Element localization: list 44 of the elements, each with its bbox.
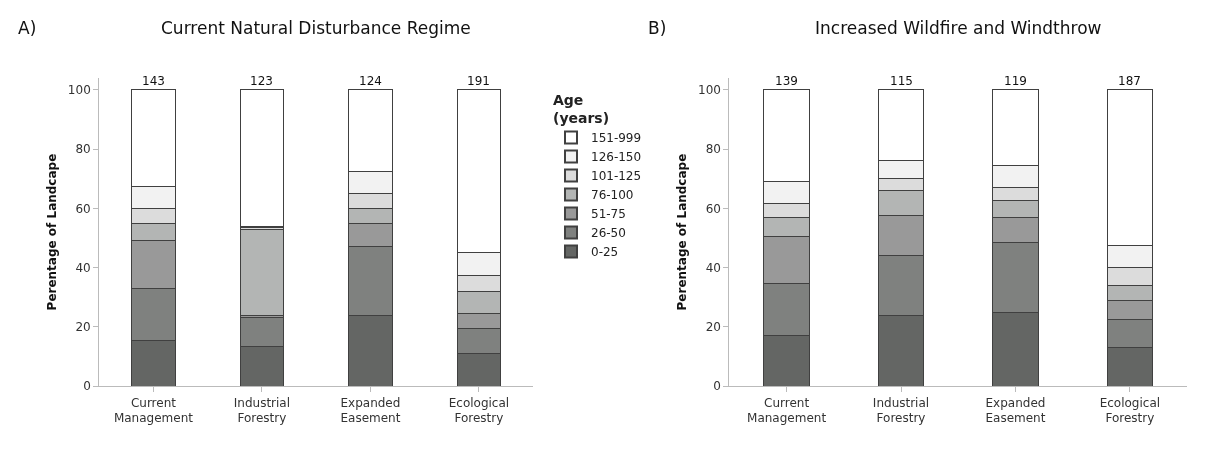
y-tick-label: 40 bbox=[75, 260, 91, 275]
x-tick-label: Ecological Forestry bbox=[1099, 395, 1161, 426]
annotation: 115 bbox=[890, 74, 913, 88]
bar bbox=[239, 89, 285, 227]
annotation: 187 bbox=[1118, 74, 1141, 88]
x-tick-label: Expanded Easement bbox=[340, 395, 401, 426]
y-tick-label: 100 bbox=[67, 83, 91, 98]
legend-label: 76-100 bbox=[590, 188, 634, 203]
legend-label: 126-150 bbox=[590, 150, 642, 165]
y-tick-label: 0 bbox=[713, 379, 721, 394]
legend-title: Age (years) bbox=[552, 91, 610, 126]
y-tick-label: 80 bbox=[705, 142, 721, 157]
y-axis-title: Perentage of Landcape bbox=[45, 153, 60, 311]
y-tick-label: 80 bbox=[75, 142, 91, 157]
y-tick-label: 0 bbox=[83, 379, 91, 394]
x-tick-label: Industrial Forestry bbox=[233, 395, 291, 426]
legend-label: 26-50 bbox=[590, 226, 626, 241]
chart-title: Increased Wildfire and Windthrow bbox=[815, 18, 1102, 38]
annotation: 123 bbox=[250, 74, 273, 88]
annotation: 143 bbox=[142, 74, 165, 88]
annotation: 119 bbox=[1004, 74, 1027, 88]
text: B) bbox=[648, 18, 667, 38]
y-tick-label: 40 bbox=[705, 260, 721, 275]
text: A) bbox=[18, 18, 37, 38]
legend-label: 0-25 bbox=[590, 245, 619, 260]
y-tick-label: 60 bbox=[75, 201, 91, 216]
legend-label: 151-999 bbox=[590, 131, 642, 146]
legend-label: 101-125 bbox=[590, 169, 642, 184]
x-tick-label: Expanded Easement bbox=[985, 395, 1046, 426]
chart-title: Current Natural Disturbance Regime bbox=[161, 18, 471, 38]
x-tick-label: Current Management bbox=[747, 395, 827, 426]
y-tick-label: 20 bbox=[705, 320, 721, 335]
annotation: 124 bbox=[359, 74, 382, 88]
y-tick-label: 60 bbox=[705, 201, 721, 216]
y-tick-label: 100 bbox=[698, 83, 721, 98]
y-tick-label: 20 bbox=[75, 320, 91, 335]
x-tick-label: Industrial Forestry bbox=[872, 395, 930, 426]
x-tick-label: Current Management bbox=[113, 395, 194, 426]
y-axis-title: Perentage of Landcape bbox=[675, 153, 690, 311]
bar bbox=[239, 228, 285, 316]
annotation: 191 bbox=[467, 74, 490, 88]
x-tick-label: Ecological Forestry bbox=[448, 395, 510, 426]
legend-label: 51-75 bbox=[590, 207, 626, 222]
annotation: 139 bbox=[775, 74, 798, 88]
